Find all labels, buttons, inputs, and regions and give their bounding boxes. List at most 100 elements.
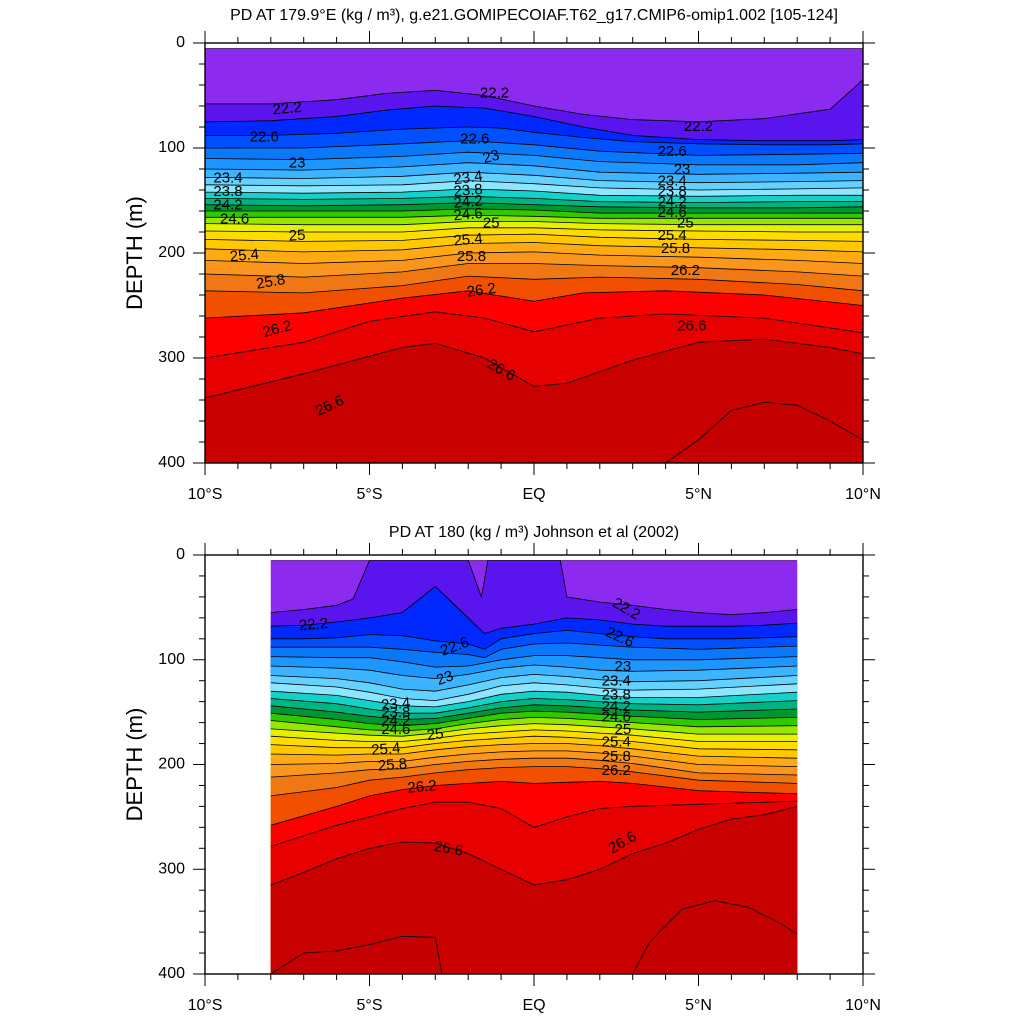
isopycnal-23-8 [205,188,863,197]
y-axis-label: DEPTH (m) [122,196,147,310]
isopycnal-23-4 [205,171,863,184]
isopycnal-25-4 [205,242,863,253]
isopycnal-24 [270,698,798,714]
isopycnal-22-2 [270,560,798,616]
isopycnal-25-2 [205,233,863,242]
isopycnal-25-6 [270,750,798,767]
contour-label: 24.6 [602,708,631,725]
contour-label: 23 [674,161,691,178]
isopycnal-26-4 [205,311,863,359]
contour-label: 22.6 [250,128,279,145]
contour-label: 24.2 [602,698,631,715]
isopycnal-24-4 [205,208,863,214]
isopycnal-25-2 [270,735,798,751]
isopycnal-22-8 [205,140,863,156]
y-tick-label: 100 [158,651,185,668]
isopycnal-24-8 [270,723,798,737]
contour-label: 25.4 [658,227,687,244]
x-tick-label: EQ [522,997,545,1014]
x-tick-label: 5°S [357,997,383,1014]
contour-labels: 22.222.222.6 22.6232323.423.423.823.824.2… [298,594,643,859]
isopycnal-25-8 [270,757,798,778]
y-tick-label: 0 [176,546,185,563]
contour-label: 25.8 [457,248,486,265]
contour-label: 23.8 [602,686,631,703]
x-tick-label: 5°N [685,486,712,503]
contour-band-26-6 [205,339,863,463]
contour-label: 26.2 [671,262,700,279]
y-tick-label: 300 [158,349,185,366]
contour-label: 23.4 [452,167,483,188]
contour-label: 22.2 [480,84,509,101]
contour-label: 24.2 [381,713,410,730]
contour-label: 25 [426,725,445,744]
isopycnal-26 [205,275,863,294]
isopycnal-22-6 [270,629,798,650]
y-tick-label: 100 [158,139,185,156]
x-tick-label: 5°N [685,997,712,1014]
x-tick-label: EQ [522,486,545,503]
contour-label: 25.4 [453,230,484,249]
x-tick-label: 10°N [845,997,881,1014]
contour-label: 23.4 [213,169,242,186]
isopycnal-23-6 [270,682,798,702]
isopycnal-25 [205,227,863,233]
contour-label: 24.6 [220,210,249,227]
isopycnal-23-2 [205,162,863,175]
contour-label: 23.4 [602,673,631,690]
contour-label: 26.6 [433,838,465,860]
contour-label: 22.6 [658,143,687,160]
contour-label: 24.2 [213,197,242,214]
isopycnal-26 [270,766,798,797]
isopycnal-22-4 [205,105,863,142]
isopycnal-25-4 [270,743,798,759]
isopycnal-26-2 [205,290,863,319]
y-tick-label: 400 [158,454,185,471]
contour-label: 25 [288,227,306,245]
isopycnal-23-4 [270,673,798,692]
contour-label: 25.4 [229,246,260,265]
contour-lines [205,48,863,463]
contour-label: 25.8 [602,748,631,765]
contour-label: 26.6 [677,317,706,334]
contour-fills [270,560,798,974]
contour-label: 24.6 [658,204,687,221]
isopycnal-24-2 [205,202,863,209]
bottom-panel: 22.222.222.6 22.6232323.423.423.823.824.2… [122,524,881,1014]
contour-label: 23.8 [213,183,242,200]
y-tick-label: 200 [158,756,185,773]
isopycnal-22-2 [205,79,863,123]
x-tick-label: 10°S [188,997,223,1014]
isopycnal-22-8 [270,642,798,659]
contour-label: 23.4 [380,695,411,714]
contour-label: 25 [677,215,694,232]
y-tick-label: 400 [158,965,185,982]
contour-label: 23.4 [658,173,687,190]
contour-label: 26.2 [466,280,497,301]
contour-label: 24.2 [658,194,687,211]
axis-ticks [193,31,875,475]
contour-label: 23 [481,147,502,168]
contour-label: 22.2 [272,99,303,118]
isopycnal-22-4 [270,585,798,635]
contour-label: 23.8 [453,181,484,200]
contour-label: 26.2 [407,777,438,796]
isopycnal-25-8 [205,263,863,278]
contour-label: 25 [614,721,631,738]
contour-label: 23 [434,667,455,689]
contour-label: 25.4 [602,733,631,750]
contour-label: 25.4 [371,740,402,759]
isopycnal-23-6 [205,180,863,191]
isopycnal-26-8 [205,401,863,463]
isopycnal-26-6 [270,806,798,886]
contour-label: 22.6 [460,131,489,148]
isopycnal-26-6 [205,338,863,399]
isopycnal-23-2 [270,664,798,680]
axis-ticks [193,543,875,986]
contour-label: 26.2 [602,762,631,779]
contour-label: 25.8 [255,271,287,293]
contour-lines [270,560,798,974]
isopycnal-24-2 [270,704,798,720]
y-axis-label: DEPTH (m) [122,708,147,822]
